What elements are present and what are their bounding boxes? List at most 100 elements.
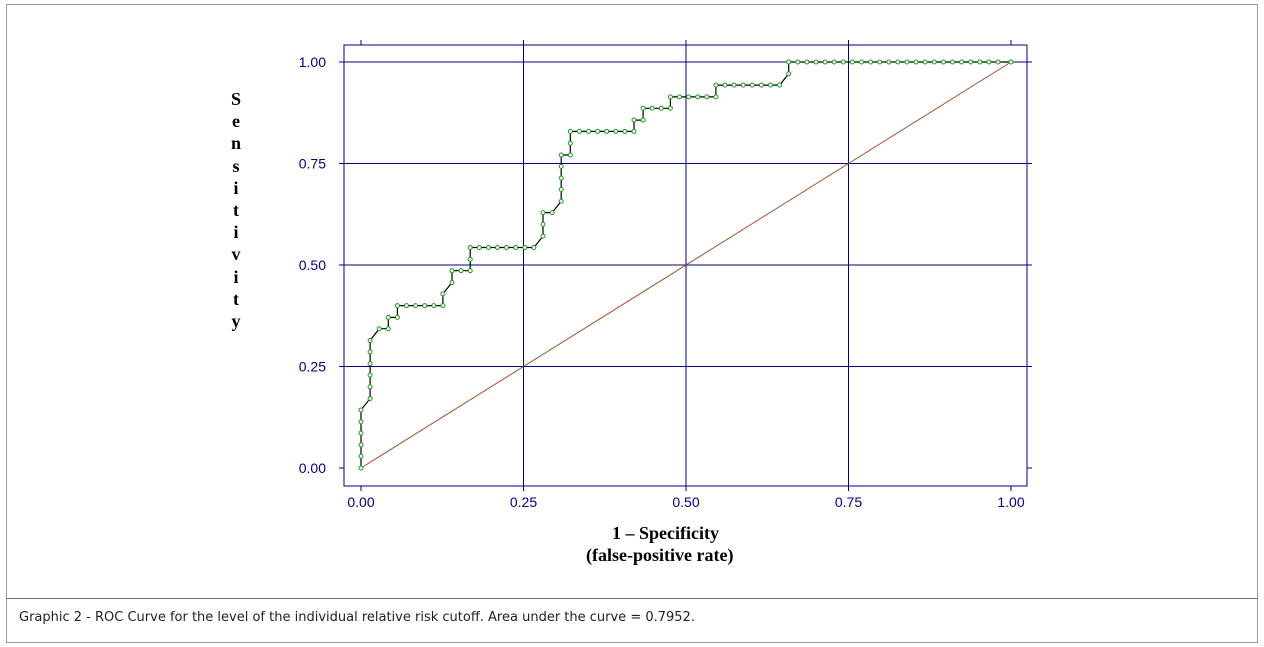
x-tick-label: 0.50 xyxy=(672,494,699,510)
roc-point xyxy=(713,94,719,100)
roc-point xyxy=(449,279,455,285)
x-tick-label: 0.75 xyxy=(835,494,862,510)
roc-point xyxy=(558,175,564,181)
y-tick-label: 0.00 xyxy=(299,460,326,476)
y-axis-label-letter: s xyxy=(232,155,240,176)
roc-point xyxy=(394,303,400,309)
roc-point xyxy=(476,245,482,251)
y-axis-label-letter: i xyxy=(233,222,239,243)
roc-point xyxy=(686,94,692,100)
roc-point xyxy=(740,82,746,88)
y-tick-label: 0.75 xyxy=(299,156,326,172)
y-axis-label-letter: t xyxy=(233,200,239,221)
roc-point xyxy=(358,407,364,413)
roc-point xyxy=(440,291,446,297)
roc-point xyxy=(358,430,364,436)
roc-point xyxy=(768,82,773,88)
roc-point xyxy=(613,128,619,134)
roc-point xyxy=(786,71,792,77)
roc-point xyxy=(849,59,855,65)
roc-point xyxy=(649,105,655,111)
roc-point xyxy=(658,105,664,111)
roc-point xyxy=(394,314,400,320)
roc-point xyxy=(367,361,373,367)
roc-point xyxy=(558,198,564,204)
roc-point xyxy=(813,59,819,65)
roc-point xyxy=(367,338,373,344)
roc-point xyxy=(995,59,1001,65)
roc-point xyxy=(640,105,646,111)
roc-point xyxy=(931,59,937,65)
roc-point xyxy=(704,94,710,100)
y-axis-label-letter: v xyxy=(231,244,241,265)
roc-chart: 0.00 0.25 0.50 0.75 1.00 0.00 0.25 0.50 0.75 1.00 xyxy=(299,40,1032,510)
roc-point xyxy=(431,303,437,309)
x-tick-label: 0.25 xyxy=(510,494,537,510)
roc-point xyxy=(795,59,801,65)
roc-point xyxy=(367,396,373,402)
reference-diagonal-line xyxy=(360,61,1012,469)
roc-point xyxy=(758,82,764,88)
y-axis-label-letter: t xyxy=(233,288,239,309)
caption-divider xyxy=(6,598,1258,599)
roc-point xyxy=(968,59,974,65)
roc-point xyxy=(913,59,919,65)
roc-point xyxy=(404,303,409,309)
roc-point xyxy=(458,268,464,274)
roc-point xyxy=(467,245,473,251)
roc-point xyxy=(940,59,946,65)
roc-point xyxy=(440,303,446,309)
roc-point xyxy=(604,128,610,134)
roc-point xyxy=(786,59,792,65)
x-axis-label-line1: 1 – Specificity xyxy=(612,523,719,543)
x-axis-label-line2: (false-positive rate) xyxy=(586,545,734,565)
roc-point xyxy=(922,59,928,65)
roc-point xyxy=(777,82,783,88)
roc-point xyxy=(631,117,637,123)
y-axis-label-letter: y xyxy=(231,311,241,332)
roc-point xyxy=(576,128,582,134)
roc-point xyxy=(558,152,564,158)
roc-point xyxy=(1008,59,1014,65)
roc-point xyxy=(631,128,637,134)
roc-point xyxy=(840,59,846,65)
roc-point xyxy=(367,349,373,355)
y-axis-label-letter: n xyxy=(230,133,241,154)
x-tick-label: 0.00 xyxy=(347,494,374,510)
roc-point xyxy=(513,245,519,251)
y-axis-label-letter: i xyxy=(233,177,239,198)
y-tick-label: 1.00 xyxy=(299,54,326,70)
roc-point xyxy=(567,128,573,134)
roc-point xyxy=(904,59,910,65)
roc-point xyxy=(886,59,892,65)
roc-point xyxy=(749,82,755,88)
roc-point xyxy=(622,128,628,134)
roc-point xyxy=(586,128,591,134)
roc-point xyxy=(695,94,701,100)
roc-point xyxy=(367,372,373,378)
roc-point xyxy=(367,384,373,390)
roc-point xyxy=(385,314,391,320)
roc-point xyxy=(540,221,546,227)
roc-point xyxy=(531,245,537,251)
roc-point xyxy=(831,59,837,65)
roc-point xyxy=(467,256,473,262)
roc-point xyxy=(558,163,564,169)
roc-point xyxy=(385,326,391,332)
roc-point xyxy=(722,82,728,88)
roc-point xyxy=(640,117,646,123)
roc-point xyxy=(485,245,491,251)
y-axis-label-letter: i xyxy=(233,266,239,287)
roc-point xyxy=(677,94,682,100)
roc-point xyxy=(449,268,455,274)
y-tick-label: 0.50 xyxy=(299,257,326,273)
roc-point xyxy=(558,186,564,192)
roc-point xyxy=(822,59,828,65)
roc-point xyxy=(804,59,810,65)
roc-point xyxy=(667,105,673,111)
roc-point xyxy=(467,268,473,274)
y-axis-label-letter: S xyxy=(230,89,241,109)
roc-point xyxy=(376,326,382,332)
roc-point xyxy=(413,303,419,309)
